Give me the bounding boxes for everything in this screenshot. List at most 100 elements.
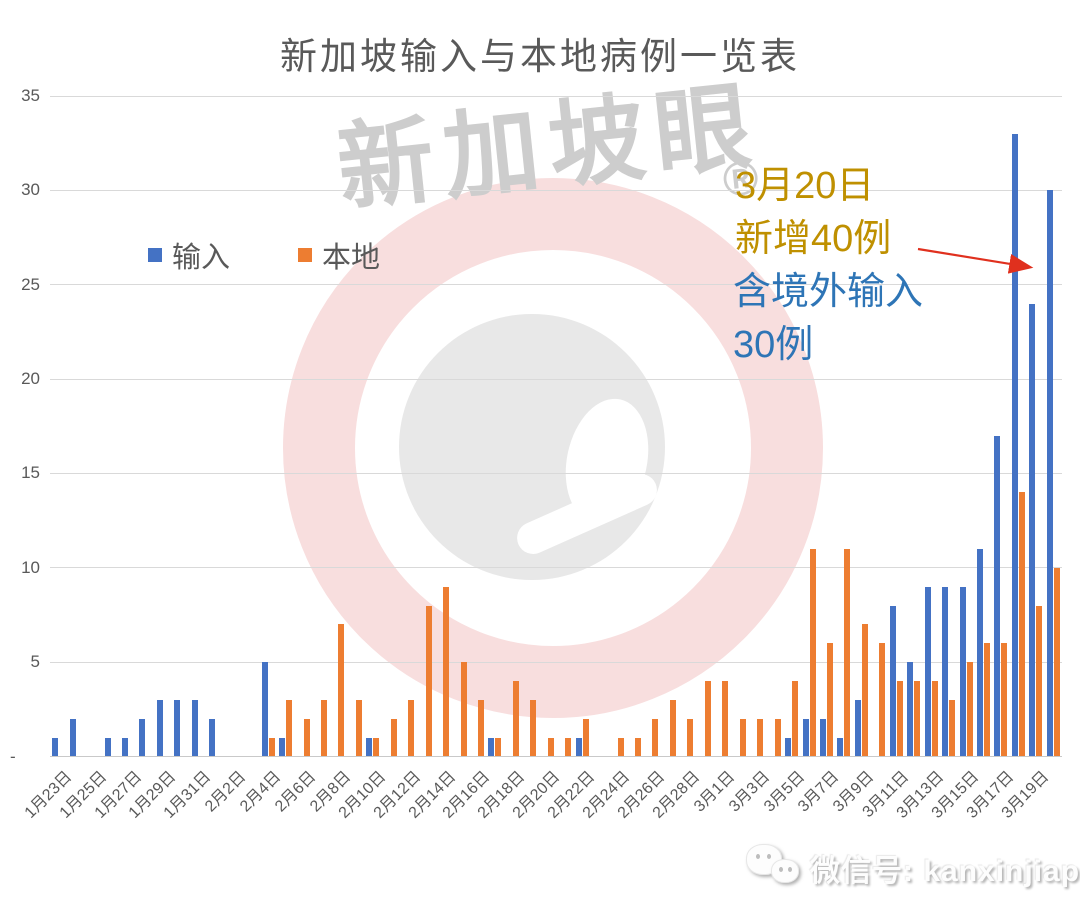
bar-imported-3月9日 xyxy=(854,699,861,757)
bar-local-2月9日 xyxy=(355,699,362,757)
bar-local-2月8日 xyxy=(338,624,345,757)
bar-local-2月12日 xyxy=(408,699,415,757)
bar-local-2月11日 xyxy=(390,718,397,757)
annotation-blue-text: 含境外输入 30例 xyxy=(733,266,923,372)
y-axis-tick-label: - xyxy=(10,746,16,766)
annotation-arrow-icon xyxy=(917,247,1034,274)
bar-local-3月20日 xyxy=(1053,567,1060,757)
bar-local-3月8日 xyxy=(844,548,851,757)
bar-local-2月24日 xyxy=(617,737,624,757)
bar-local-2月19日 xyxy=(530,699,537,757)
bar-local-3月12日 xyxy=(914,681,921,757)
bar-imported-2月1日 xyxy=(209,718,216,757)
bar-imported-1月31日 xyxy=(191,699,198,757)
wechat-icon xyxy=(746,844,802,892)
gridline-y-35 xyxy=(50,95,1062,97)
legend-imported-label: 输入 xyxy=(172,242,231,274)
bar-local-3月18日 xyxy=(1018,492,1025,757)
bar-imported-2月22日 xyxy=(575,737,582,757)
bar-local-2月18日 xyxy=(512,681,519,757)
bar-imported-2月10日 xyxy=(366,737,373,757)
bar-imported-1月27日 xyxy=(122,737,129,757)
bar-local-3月13日 xyxy=(931,681,938,757)
bar-local-3月5日 xyxy=(792,681,799,757)
bar-local-3月6日 xyxy=(809,548,816,757)
bar-local-3月19日 xyxy=(1036,605,1043,757)
bar-imported-1月26日 xyxy=(104,737,111,757)
bar-imported-3月5日 xyxy=(785,737,792,757)
bar-imported-3月11日 xyxy=(889,605,896,757)
bar-local-3月4日 xyxy=(774,718,781,757)
y-axis-tick-label: 25 xyxy=(21,274,40,294)
bar-local-3月14日 xyxy=(949,699,956,757)
gridline-y-10 xyxy=(50,567,1062,569)
bar-imported-3月17日 xyxy=(994,435,1001,757)
bar-local-2月16日 xyxy=(477,699,484,757)
bar-imported-3月16日 xyxy=(976,548,983,757)
wechat-bubble-small xyxy=(771,859,799,883)
bar-imported-3月18日 xyxy=(1011,133,1018,757)
bar-imported-2月4日 xyxy=(261,662,268,757)
legend-item-local: 本地 xyxy=(298,234,380,276)
bar-local-2月10日 xyxy=(373,737,380,757)
legend-item-imported: 输入 xyxy=(148,234,230,276)
bar-local-3月9日 xyxy=(861,624,868,757)
bar-imported-1月23日 xyxy=(52,737,59,757)
bar-imported-1月30日 xyxy=(174,699,181,757)
bar-local-2月4日 xyxy=(268,737,275,757)
bar-local-2月25日 xyxy=(635,737,642,757)
bar-local-3月16日 xyxy=(983,643,990,757)
bar-imported-1月29日 xyxy=(156,699,163,757)
bar-local-2月13日 xyxy=(425,605,432,757)
bar-imported-3月12日 xyxy=(907,662,914,757)
bar-local-3月1日 xyxy=(722,681,729,757)
bar-local-2月20日 xyxy=(547,737,554,757)
bar-imported-2月17日 xyxy=(488,737,495,757)
annotation-total-line: 新增40例 xyxy=(735,218,892,260)
bar-local-2月17日 xyxy=(495,737,502,757)
bar-local-2月22日 xyxy=(582,718,589,757)
y-axis-tick-label: 15 xyxy=(21,463,40,483)
bar-local-2月5日 xyxy=(286,699,293,757)
bar-imported-3月7日 xyxy=(819,718,826,757)
footer: 微信号: kanxinjiapo xyxy=(746,840,1080,900)
wechat-id-label: 微信号: kanxinjiapo xyxy=(810,855,1080,888)
gridline-y-25 xyxy=(50,284,1062,286)
gridline-y-5 xyxy=(50,661,1062,663)
bar-local-3月2日 xyxy=(739,718,746,757)
legend-local-label: 本地 xyxy=(322,242,381,274)
bar-local-2月29日 xyxy=(704,681,711,757)
bar-local-3月7日 xyxy=(826,643,833,757)
bar-local-3月17日 xyxy=(1001,643,1008,757)
annotation-imported-line: 含境外输入 xyxy=(733,271,924,313)
bar-imported-3月13日 xyxy=(924,586,931,757)
bar-imported-3月19日 xyxy=(1029,303,1036,757)
bar-local-2月26日 xyxy=(652,718,659,757)
annotation-imported-count-line: 30例 xyxy=(733,324,814,366)
legend-local-swatch xyxy=(298,248,312,262)
bar-local-2月27日 xyxy=(669,699,676,757)
y-axis-tick-label: 30 xyxy=(21,180,40,200)
bar-local-2月28日 xyxy=(687,718,694,757)
bar-local-3月15日 xyxy=(966,662,973,757)
bar-imported-1月28日 xyxy=(139,718,146,757)
bar-imported-3月20日 xyxy=(1046,190,1053,757)
chart-title: 新加坡输入与本地病例一览表 xyxy=(280,36,800,77)
bar-local-3月10日 xyxy=(879,643,886,757)
annotation-gold-text: 3月20日 新增40例 xyxy=(735,160,891,266)
gridline-y-15 xyxy=(50,472,1062,474)
bar-imported-1月24日 xyxy=(69,718,76,757)
bar-imported-3月8日 xyxy=(837,737,844,757)
legend-imported-swatch xyxy=(148,248,162,262)
y-axis-tick-label: 5 xyxy=(30,652,40,672)
bar-imported-3月6日 xyxy=(802,718,809,757)
y-axis-tick-label: 20 xyxy=(21,369,40,389)
bar-local-3月3日 xyxy=(757,718,764,757)
bar-local-2月14日 xyxy=(443,586,450,757)
bar-imported-3月15日 xyxy=(959,586,966,757)
bar-local-2月21日 xyxy=(565,737,572,757)
gridline-y-20 xyxy=(50,378,1062,380)
annotation-date-line: 3月20日 xyxy=(735,165,875,207)
